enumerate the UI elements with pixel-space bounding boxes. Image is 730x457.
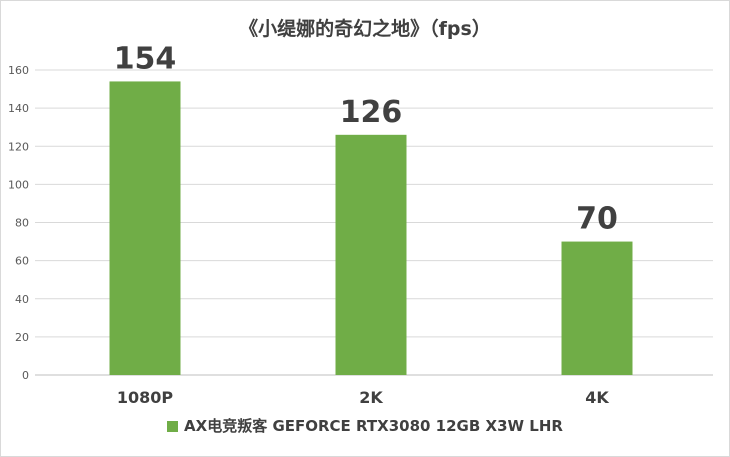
y-tick-label: 80 xyxy=(15,217,29,230)
legend-swatch xyxy=(167,421,179,432)
bars xyxy=(109,81,633,375)
legend: AX电竞叛客 GEFORCE RTX3080 12GB X3W LHR xyxy=(0,415,730,436)
data-labels: 154 126 70 xyxy=(114,41,618,236)
x-axis-categories: 1080P 2K 4K xyxy=(117,388,610,407)
y-tick-label: 160 xyxy=(8,64,29,77)
y-tick-label: 60 xyxy=(15,255,29,268)
data-label: 126 xyxy=(340,95,403,130)
bar xyxy=(109,81,181,375)
x-category-label: 1080P xyxy=(117,388,174,407)
bar xyxy=(335,134,407,375)
y-tick-label: 140 xyxy=(8,102,29,115)
y-tick-label: 100 xyxy=(8,178,29,191)
y-axis-ticks: 0 20 40 60 80 100 120 140 160 xyxy=(8,64,29,382)
data-label: 70 xyxy=(576,202,618,237)
y-tick-label: 0 xyxy=(22,369,29,382)
y-tick-label: 20 xyxy=(15,331,29,344)
x-category-label: 4K xyxy=(585,388,609,407)
chart-title: 《小缇娜的奇幻之地》（fps） xyxy=(239,18,491,40)
y-tick-label: 120 xyxy=(8,140,29,153)
x-category-label: 2K xyxy=(359,388,383,407)
y-tick-label: 40 xyxy=(15,293,29,306)
data-label: 154 xyxy=(114,41,177,76)
bar xyxy=(561,241,633,375)
legend-label: AX电竞叛客 GEFORCE RTX3080 12GB X3W LHR xyxy=(184,417,563,435)
